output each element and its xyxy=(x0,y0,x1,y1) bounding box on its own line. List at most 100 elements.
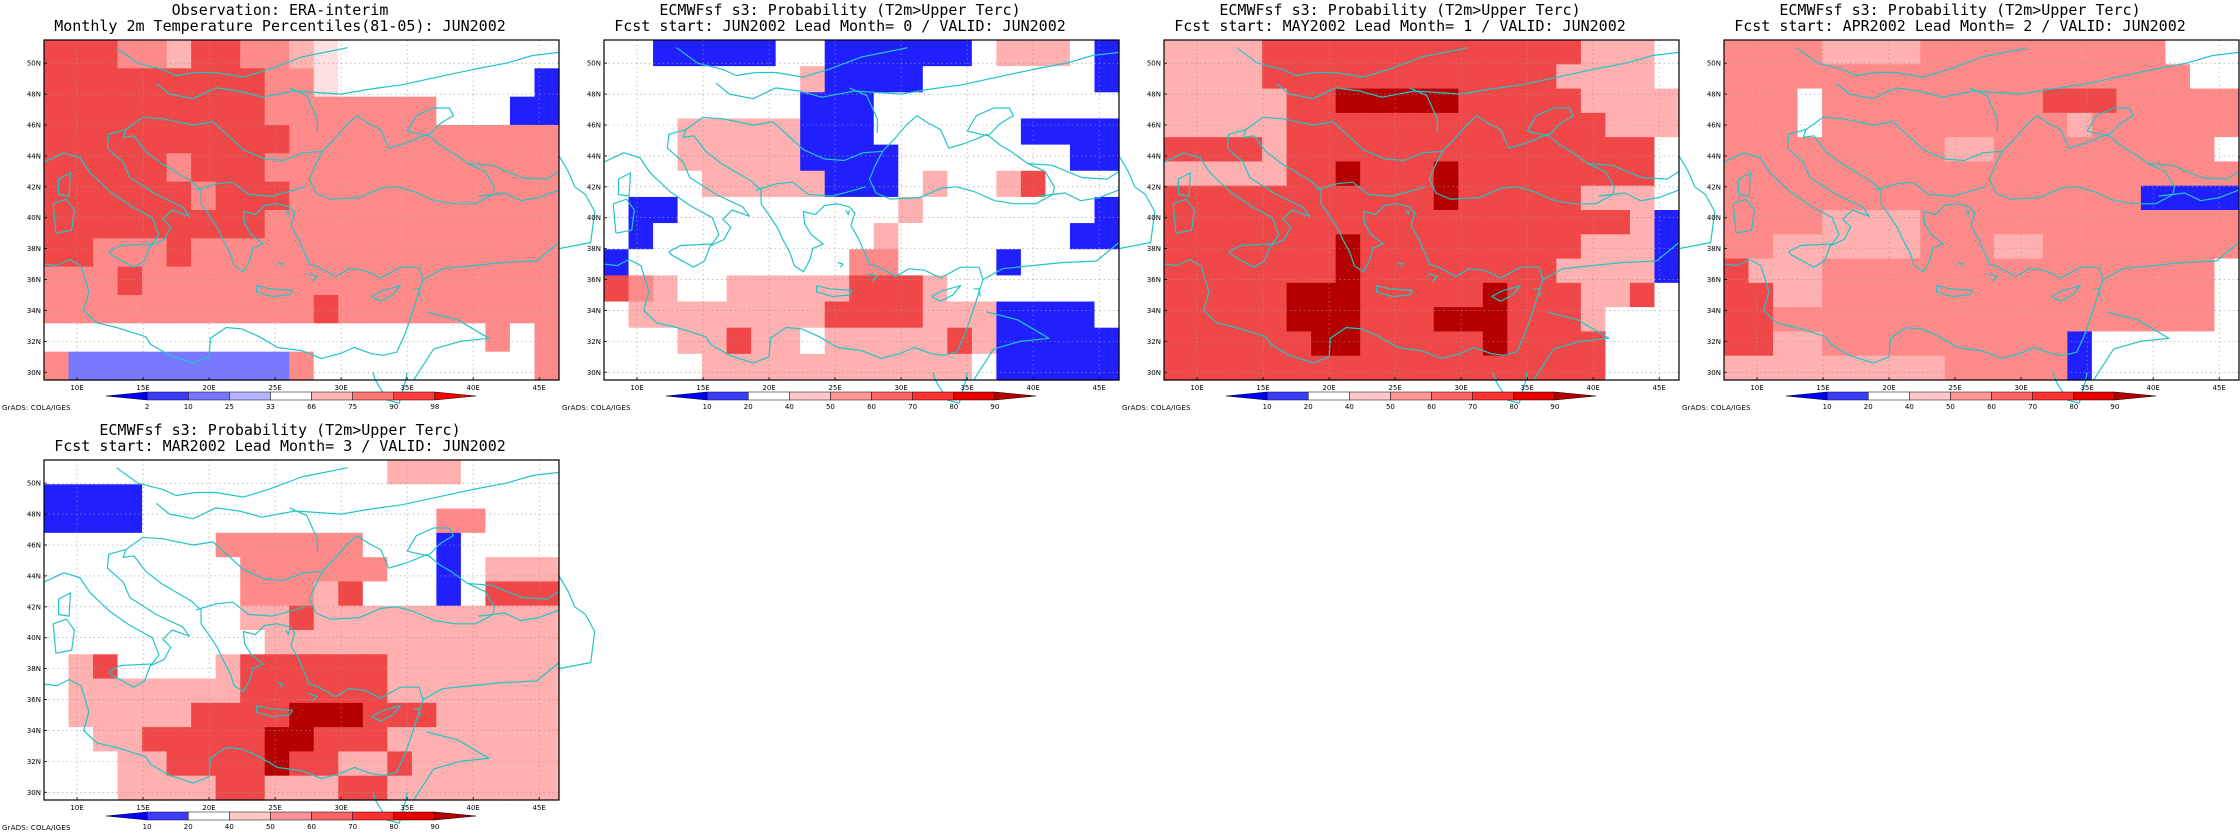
lon-tick-label: 20E xyxy=(1322,384,1335,392)
grid-cell xyxy=(849,144,875,172)
grid-cell xyxy=(289,351,315,381)
grid-cell xyxy=(1213,210,1239,235)
colorbar-swatch xyxy=(229,811,271,821)
coastline xyxy=(371,705,402,722)
grid-cell xyxy=(44,266,70,296)
grid-cell xyxy=(142,40,168,69)
grid-cell xyxy=(1384,137,1410,163)
coastline xyxy=(422,662,560,701)
lon-tick-label: 45E xyxy=(1653,384,1666,392)
grid-cell xyxy=(971,223,997,250)
grid-cell xyxy=(117,532,143,558)
grid-cell xyxy=(2165,137,2191,163)
grid-cell xyxy=(1556,282,1582,308)
grid-cell xyxy=(289,210,315,239)
grid-cell xyxy=(947,223,973,250)
grid-cell xyxy=(1724,161,1750,187)
grid-cell xyxy=(142,484,168,510)
grid-cell xyxy=(1213,185,1239,211)
grid-cell xyxy=(313,96,339,126)
graticule xyxy=(44,460,559,800)
grid-cell xyxy=(677,118,703,146)
grid-cell xyxy=(824,118,850,146)
grid-cell xyxy=(922,40,948,67)
grid-cell xyxy=(289,96,315,126)
coastline xyxy=(413,311,490,381)
grid-cell xyxy=(509,775,536,801)
grid-cell xyxy=(1773,234,1799,260)
grid-cell xyxy=(240,351,266,381)
grid-cell xyxy=(971,301,997,329)
grid-cell xyxy=(1969,161,1995,187)
grid-cell xyxy=(2067,161,2093,187)
grid-cell xyxy=(264,295,290,324)
grid-cell xyxy=(166,532,192,558)
grid-cell xyxy=(1188,307,1214,333)
grid-cell xyxy=(44,557,70,583)
grid-cell xyxy=(485,702,511,728)
grid-cell xyxy=(1748,307,1774,333)
grid-cell xyxy=(436,702,462,728)
panel-title-line2: Fcst start: APR2002 Lead Month= 2 / VALI… xyxy=(1734,17,2186,35)
grid-cell xyxy=(166,181,192,211)
coastline xyxy=(1491,285,1522,302)
grid-cell xyxy=(1969,331,1995,357)
grid-cell xyxy=(824,301,850,329)
grid-cell xyxy=(1262,307,1288,333)
grid-cell xyxy=(44,678,70,704)
grid-cell xyxy=(1944,64,1970,90)
grid-cell xyxy=(873,66,899,93)
grid-cell xyxy=(604,275,630,303)
grid-cell xyxy=(2091,282,2117,308)
grid-cell xyxy=(1507,355,1533,381)
coastline xyxy=(1723,129,2104,364)
grid-cell xyxy=(68,484,94,510)
lat-tick-label: 44N xyxy=(1707,152,1721,160)
colorbar: 10 20 40 50 60 70 80 90 xyxy=(1785,391,2157,411)
colorbar-label: 90 xyxy=(2110,403,2119,411)
grid-cell xyxy=(726,144,752,172)
grid-cell xyxy=(1069,144,1096,172)
grid-cell xyxy=(362,68,388,98)
coastline xyxy=(1315,181,1426,197)
colorbar-swatch xyxy=(2032,391,2075,401)
map-frame xyxy=(43,459,560,801)
grid-cell xyxy=(1094,327,1120,355)
colorbar-swatch xyxy=(1909,391,1951,401)
grid-cell xyxy=(726,118,752,146)
grid-cell xyxy=(117,581,143,607)
grid-cell xyxy=(93,775,119,801)
grid-cell xyxy=(1654,282,1680,308)
grid-cell xyxy=(873,301,899,329)
grid-cell xyxy=(93,125,119,154)
grid-cell xyxy=(702,92,728,120)
grid-cell xyxy=(1605,282,1631,308)
grid-cell xyxy=(1188,88,1214,114)
grid-cell xyxy=(2140,210,2167,235)
grid-cell xyxy=(1164,64,1190,90)
grid-cell xyxy=(68,702,94,728)
grid-cell xyxy=(93,654,119,680)
grid-cell xyxy=(824,92,850,120)
grid-cell xyxy=(1556,161,1582,187)
grid-cell xyxy=(485,96,511,126)
grid-cell xyxy=(2018,137,2044,163)
grid-cell xyxy=(1871,258,1897,284)
grid-cell xyxy=(702,223,728,250)
grid-cell xyxy=(1629,307,1656,333)
lat-tick-label: 50N xyxy=(1707,60,1721,68)
grid-cell xyxy=(1556,355,1582,381)
grid-cell xyxy=(1797,282,1823,308)
lat-tick-label: 34N xyxy=(27,727,41,735)
grid-cell xyxy=(1384,331,1410,357)
colorbar-swatch xyxy=(1307,391,1350,401)
grid-cell xyxy=(1384,210,1410,235)
grid-cell xyxy=(215,775,241,801)
grid-cell xyxy=(485,727,511,753)
grid-cell xyxy=(898,92,924,120)
grid-cell xyxy=(2189,64,2216,90)
grid-cell xyxy=(289,727,315,753)
colorbar-swatch xyxy=(871,391,913,401)
grid-cell xyxy=(1724,355,1750,381)
grid-cell xyxy=(215,295,241,324)
